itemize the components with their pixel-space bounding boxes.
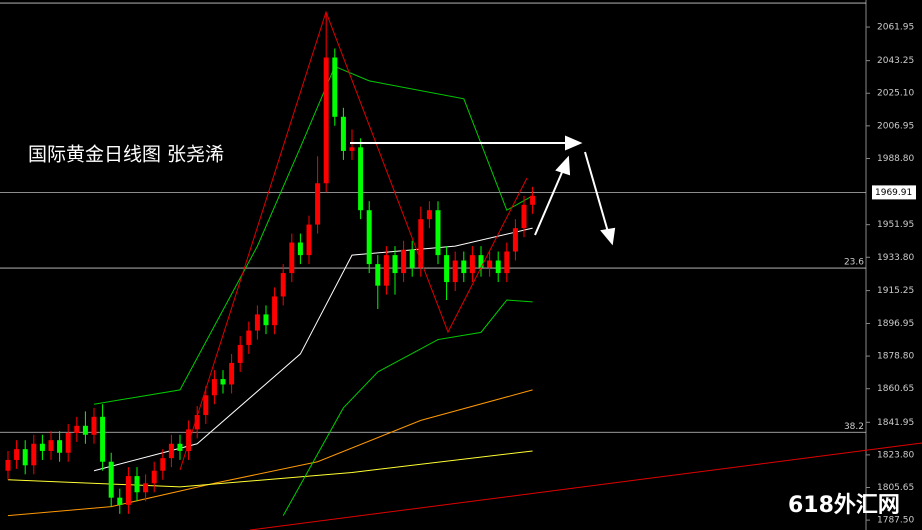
candle-body xyxy=(444,255,450,283)
y-tick-label: 1823.80 xyxy=(877,450,914,460)
candle-body xyxy=(495,260,501,274)
y-tick-label: 1805.65 xyxy=(877,483,914,493)
candle-body xyxy=(315,183,321,225)
candle-body xyxy=(57,440,63,453)
candle-body xyxy=(366,210,372,265)
candle-body xyxy=(211,379,217,396)
fib-label: 38.2 xyxy=(844,422,864,432)
candle-body xyxy=(340,116,346,151)
y-tick-label: 1860.65 xyxy=(877,384,914,394)
candle-body xyxy=(91,416,97,435)
candle-body xyxy=(426,210,432,220)
candle-body xyxy=(246,330,252,345)
candle-body xyxy=(254,314,260,331)
candle-body xyxy=(117,497,123,505)
candle-body xyxy=(229,362,235,385)
candle-body xyxy=(289,242,295,274)
candle-body xyxy=(220,379,226,385)
candle-body xyxy=(177,443,183,451)
candle-body xyxy=(151,470,157,484)
candle-body xyxy=(168,443,174,459)
y-tick-label: 2006.95 xyxy=(877,121,914,131)
candle-body xyxy=(332,57,338,117)
y-tick-label: 2043.25 xyxy=(877,56,914,66)
candle-body xyxy=(237,344,243,363)
candle-body xyxy=(194,415,200,430)
candle-body xyxy=(22,449,28,466)
y-tick-label: 1787.50 xyxy=(877,516,914,526)
candle-body xyxy=(452,260,458,283)
y-tick-label: 2061.95 xyxy=(877,23,914,33)
candle-body xyxy=(65,432,71,453)
candle-body xyxy=(297,242,303,256)
candle-body xyxy=(5,459,11,471)
arrows xyxy=(350,135,616,246)
candle-body xyxy=(358,147,364,211)
candle-body xyxy=(435,210,441,256)
candle-body xyxy=(14,449,20,460)
candle-body xyxy=(349,147,355,151)
y-tick-label: 1896.95 xyxy=(877,319,914,329)
price-label: 1969.91 xyxy=(875,188,912,198)
arrow xyxy=(584,151,609,233)
trend-line xyxy=(179,10,528,471)
candle-body xyxy=(375,264,381,286)
candle-body xyxy=(31,443,37,466)
candle-body xyxy=(478,255,484,268)
candle-body xyxy=(469,255,475,274)
candle-body xyxy=(160,458,166,471)
candle-body xyxy=(401,249,407,274)
y-tick-label: 1933.80 xyxy=(877,253,914,263)
candle-body xyxy=(186,429,192,451)
candle-body xyxy=(48,440,54,451)
candle-body xyxy=(108,461,114,498)
candle-body xyxy=(409,249,415,268)
candle-body xyxy=(82,425,88,435)
y-tick-label: 2025.10 xyxy=(877,89,914,99)
candle-body xyxy=(263,314,269,326)
y-tick-label: 1841.95 xyxy=(877,418,914,428)
overlay-line xyxy=(7,389,533,517)
watermark: 618外汇网 xyxy=(788,492,900,518)
candle-body xyxy=(134,476,140,493)
candle-body xyxy=(39,443,45,451)
candle-body xyxy=(392,255,398,274)
y-tick-label: 1988.80 xyxy=(877,154,914,164)
arrow-head xyxy=(600,227,616,246)
y-tick-label: 1915.25 xyxy=(877,286,914,296)
arrow-head xyxy=(555,155,571,176)
candle-body xyxy=(143,483,149,493)
candle-body xyxy=(521,204,527,229)
candle-body xyxy=(125,476,131,505)
candle-body xyxy=(74,425,80,433)
candle-body xyxy=(418,219,424,268)
overlay-line xyxy=(282,299,533,516)
arrow-head xyxy=(565,135,583,151)
candle-body xyxy=(383,255,389,286)
arrow xyxy=(534,169,564,236)
candle-body xyxy=(323,57,329,184)
candle-body xyxy=(487,260,493,268)
overlay-line xyxy=(7,450,533,488)
candle-body xyxy=(461,260,467,274)
y-tick-label: 1951.95 xyxy=(877,220,914,230)
candle-body xyxy=(100,416,106,462)
fib-label: 23.6 xyxy=(844,258,864,268)
candle-body xyxy=(203,395,209,416)
candle-body xyxy=(512,228,518,252)
y-tick-label: 1878.80 xyxy=(877,352,914,362)
candle-body xyxy=(530,195,536,205)
annotation: 国际黄金日线图 张尧浠 xyxy=(28,144,224,166)
candle-body xyxy=(306,224,312,256)
candle-body xyxy=(280,273,286,297)
trend-line xyxy=(249,442,922,530)
candle-body xyxy=(272,296,278,326)
price-box xyxy=(872,185,916,200)
candle-body xyxy=(504,251,510,274)
